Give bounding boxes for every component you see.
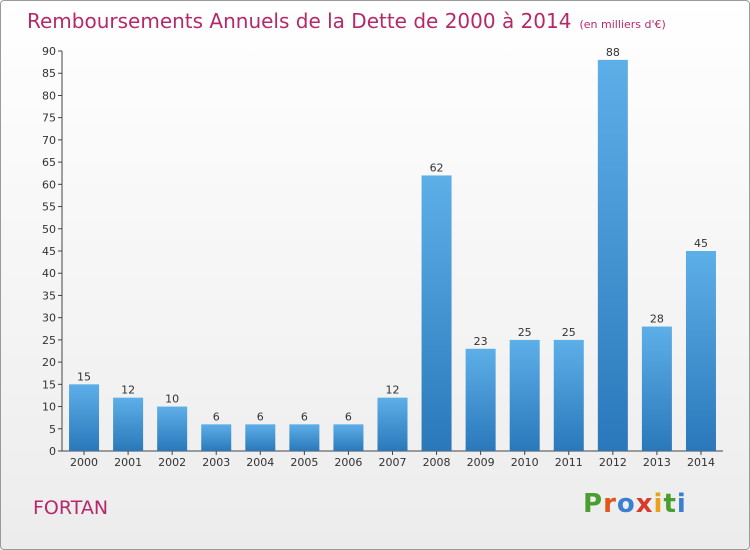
bar (509, 339, 540, 451)
data-label: 10 (165, 393, 179, 406)
logo-letter: t (663, 489, 677, 519)
data-label: 15 (77, 370, 91, 383)
data-label: 45 (694, 237, 708, 250)
logo-letter: x (635, 489, 654, 519)
y-tick-label: 15 (42, 378, 56, 391)
logo-letter: r (603, 489, 617, 519)
x-tick-label: 2008 (423, 456, 451, 469)
y-tick-label: 25 (42, 334, 56, 347)
bar (641, 326, 672, 451)
y-tick-label: 40 (42, 267, 56, 280)
data-label: 12 (386, 384, 400, 397)
y-tick-label: 5 (49, 423, 56, 436)
chart-unit: (en milliers d'€) (579, 18, 666, 31)
bar (333, 424, 364, 451)
bar (377, 397, 408, 451)
x-tick-label: 2005 (290, 456, 318, 469)
y-tick-label: 55 (42, 201, 56, 214)
y-tick-label: 0 (49, 445, 56, 458)
x-tick-label: 2014 (687, 456, 715, 469)
data-label: 23 (474, 335, 488, 348)
data-label: 28 (650, 313, 664, 326)
y-tick-label: 10 (42, 401, 56, 414)
y-tick-label: 65 (42, 156, 56, 169)
bar (289, 424, 320, 451)
x-tick-label: 2012 (599, 456, 627, 469)
bar (597, 59, 628, 452)
x-tick-label: 2007 (379, 456, 407, 469)
data-label: 6 (213, 410, 220, 423)
data-label: 6 (257, 410, 264, 423)
x-tick-label: 2000 (70, 456, 98, 469)
x-tick-label: 2011 (555, 456, 583, 469)
y-tick-label: 70 (42, 134, 56, 147)
y-tick-label: 50 (42, 223, 56, 236)
x-tick-label: 2010 (511, 456, 539, 469)
bar (245, 424, 276, 451)
data-label: 25 (518, 326, 532, 339)
y-tick-label: 45 (42, 245, 56, 258)
bar (685, 251, 716, 451)
logo-letter: o (616, 489, 636, 519)
town-name: FORTAN (33, 497, 109, 519)
y-tick-label: 30 (42, 312, 56, 325)
bar (465, 348, 496, 451)
x-tick-label: 2003 (202, 456, 230, 469)
x-tick-label: 2009 (467, 456, 495, 469)
data-label: 88 (606, 46, 620, 59)
bar (157, 406, 188, 451)
chart-title-text: Remboursements Annuels de la Dette de 20… (27, 9, 572, 33)
bar (69, 384, 100, 451)
bar (553, 339, 584, 451)
logo-letter: i (653, 489, 664, 519)
proxiti-logo: Proxiti (583, 489, 687, 519)
x-tick-label: 2002 (158, 456, 186, 469)
data-label: 6 (345, 410, 352, 423)
x-tick-label: 2004 (246, 456, 274, 469)
y-tick-label: 75 (42, 112, 56, 125)
y-tick-label: 90 (42, 45, 56, 58)
y-tick-label: 60 (42, 178, 56, 191)
data-label: 62 (430, 161, 444, 174)
x-tick-label: 2001 (114, 456, 142, 469)
y-tick-label: 85 (42, 67, 56, 80)
data-label: 6 (301, 410, 308, 423)
data-label: 12 (121, 384, 135, 397)
y-tick-label: 35 (42, 289, 56, 302)
chart-title: Remboursements Annuels de la Dette de 20… (27, 9, 666, 33)
y-tick-label: 80 (42, 89, 56, 102)
logo-letter: i (676, 489, 687, 519)
x-tick-label: 2006 (334, 456, 362, 469)
x-tick-label: 2013 (643, 456, 671, 469)
data-label: 25 (562, 326, 576, 339)
bar (201, 424, 232, 451)
y-tick-label: 20 (42, 356, 56, 369)
bar (421, 175, 452, 451)
logo-letter: P (583, 489, 604, 519)
bar (113, 397, 144, 451)
